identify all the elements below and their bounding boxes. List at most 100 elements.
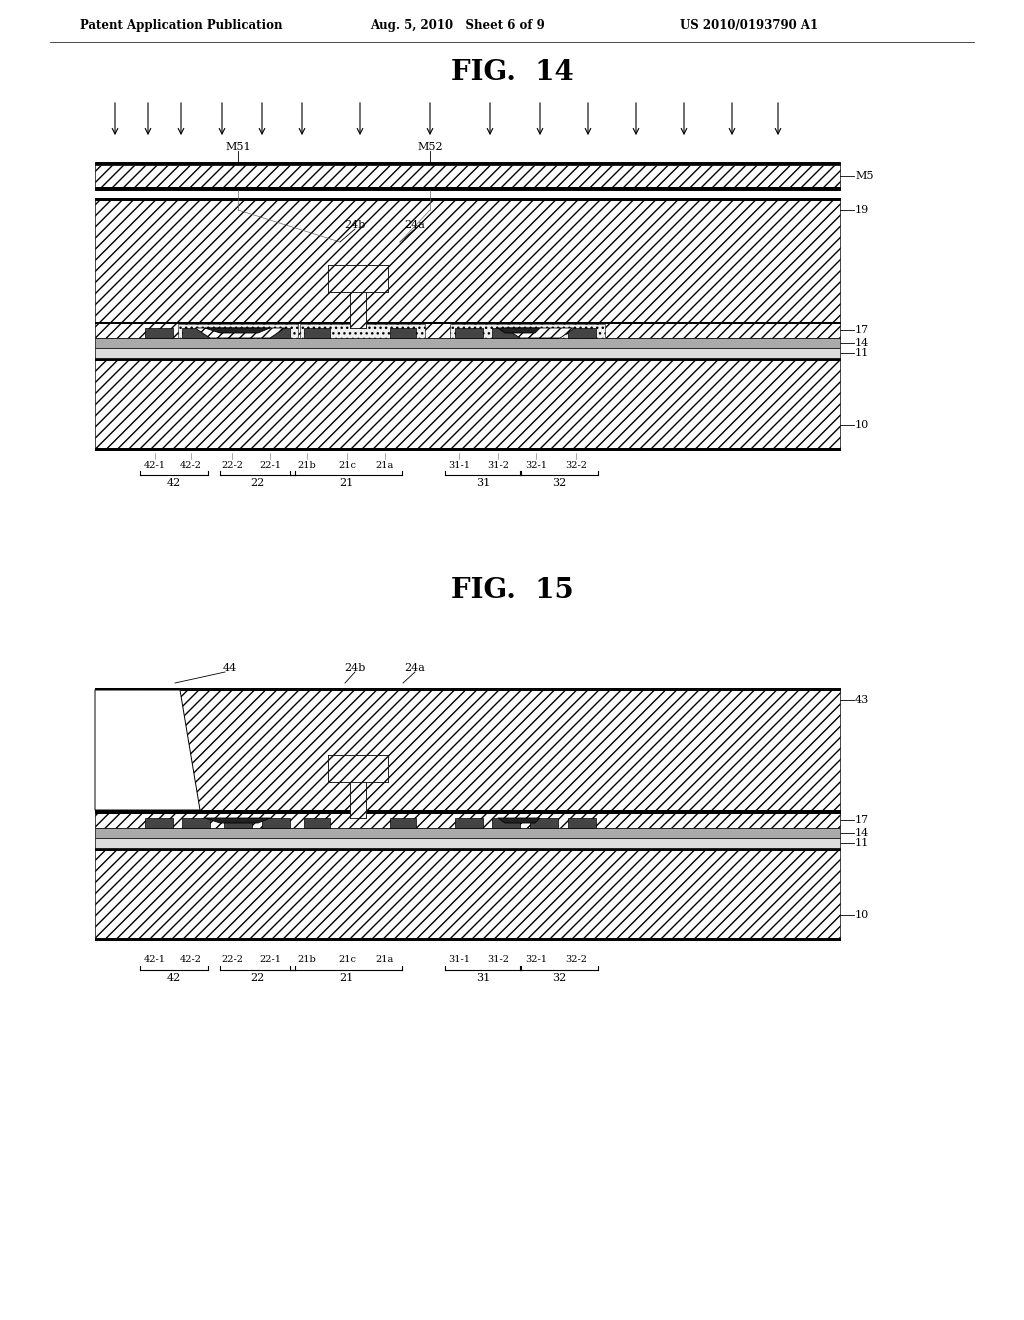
- Text: 32: 32: [552, 973, 566, 983]
- Bar: [95, 688, 840, 812]
- Bar: [224, 327, 252, 338]
- Polygon shape: [195, 327, 285, 338]
- Bar: [95, 812, 840, 828]
- Text: M5: M5: [855, 172, 873, 181]
- Text: 11: 11: [855, 348, 869, 358]
- Text: 32-1: 32-1: [525, 461, 547, 470]
- Text: 32-2: 32-2: [565, 956, 587, 965]
- Bar: [530, 818, 558, 828]
- Text: 42-1: 42-1: [144, 956, 166, 965]
- Text: 21: 21: [339, 478, 353, 488]
- Bar: [530, 327, 558, 338]
- Text: FIG.  14: FIG. 14: [451, 58, 573, 86]
- Text: 11: 11: [855, 838, 869, 847]
- Bar: [145, 818, 173, 828]
- Text: 21c: 21c: [338, 461, 356, 470]
- Bar: [300, 323, 425, 338]
- Bar: [350, 292, 366, 327]
- Text: 32: 32: [552, 478, 566, 488]
- Text: 21b: 21b: [298, 461, 316, 470]
- Bar: [350, 292, 366, 327]
- Text: 22-2: 22-2: [221, 461, 243, 470]
- Bar: [350, 781, 366, 818]
- Bar: [328, 265, 388, 292]
- Text: 22-1: 22-1: [259, 956, 281, 965]
- Text: 10: 10: [855, 909, 869, 920]
- Bar: [182, 818, 210, 828]
- Bar: [95, 810, 840, 812]
- Text: 14: 14: [855, 828, 869, 838]
- Text: 24a: 24a: [404, 220, 425, 230]
- Bar: [95, 358, 840, 450]
- Bar: [95, 847, 840, 850]
- Text: 42-1: 42-1: [144, 461, 166, 470]
- Bar: [95, 838, 840, 847]
- Bar: [95, 338, 840, 348]
- Text: FIG.  15: FIG. 15: [451, 577, 573, 603]
- Bar: [95, 198, 840, 201]
- Bar: [390, 327, 416, 338]
- Bar: [95, 198, 840, 322]
- Bar: [95, 688, 840, 690]
- Text: M52: M52: [417, 143, 442, 152]
- Text: 32-2: 32-2: [565, 461, 587, 470]
- Bar: [492, 818, 520, 828]
- Bar: [95, 348, 840, 358]
- Text: 21a: 21a: [376, 956, 394, 965]
- Text: 31-1: 31-1: [449, 461, 470, 470]
- Bar: [95, 187, 840, 190]
- Bar: [568, 327, 596, 338]
- Bar: [95, 322, 840, 338]
- Bar: [455, 327, 483, 338]
- Bar: [568, 818, 596, 828]
- Bar: [95, 847, 840, 940]
- Bar: [390, 818, 416, 828]
- Polygon shape: [205, 327, 270, 333]
- Text: 24b: 24b: [344, 220, 366, 230]
- Bar: [95, 162, 840, 165]
- Text: 31: 31: [476, 973, 490, 983]
- Bar: [450, 323, 605, 338]
- Text: 31-2: 31-2: [487, 461, 509, 470]
- Bar: [350, 781, 366, 818]
- Text: 42: 42: [167, 973, 181, 983]
- Bar: [95, 828, 840, 838]
- Text: 17: 17: [855, 325, 869, 335]
- Bar: [492, 327, 520, 338]
- Polygon shape: [498, 818, 540, 822]
- Bar: [95, 447, 840, 450]
- Text: 21: 21: [339, 973, 353, 983]
- Polygon shape: [95, 690, 200, 810]
- Text: 22-1: 22-1: [259, 461, 281, 470]
- Bar: [328, 755, 388, 781]
- Text: M51: M51: [225, 143, 251, 152]
- Text: 42: 42: [167, 478, 181, 488]
- Bar: [95, 165, 840, 187]
- Text: 22-2: 22-2: [221, 956, 243, 965]
- Bar: [328, 265, 388, 292]
- Text: 31-1: 31-1: [449, 956, 470, 965]
- Bar: [178, 323, 298, 338]
- Bar: [224, 818, 252, 828]
- Bar: [95, 358, 840, 360]
- Bar: [262, 327, 290, 338]
- Polygon shape: [505, 327, 575, 338]
- Bar: [95, 939, 840, 940]
- Text: 14: 14: [855, 338, 869, 348]
- Text: 17: 17: [855, 814, 869, 825]
- Polygon shape: [205, 818, 270, 822]
- Text: 19: 19: [855, 205, 869, 215]
- Text: US 2010/0193790 A1: US 2010/0193790 A1: [680, 18, 818, 32]
- Text: 31-2: 31-2: [487, 956, 509, 965]
- Text: 43: 43: [855, 696, 869, 705]
- Text: 22: 22: [251, 478, 264, 488]
- Text: 21a: 21a: [376, 461, 394, 470]
- Text: 10: 10: [855, 420, 869, 430]
- Bar: [145, 327, 173, 338]
- Text: 22: 22: [251, 973, 264, 983]
- Text: 44: 44: [223, 663, 238, 673]
- Text: 42-2: 42-2: [180, 956, 202, 965]
- Text: 42-2: 42-2: [180, 461, 202, 470]
- Bar: [455, 818, 483, 828]
- Bar: [262, 818, 290, 828]
